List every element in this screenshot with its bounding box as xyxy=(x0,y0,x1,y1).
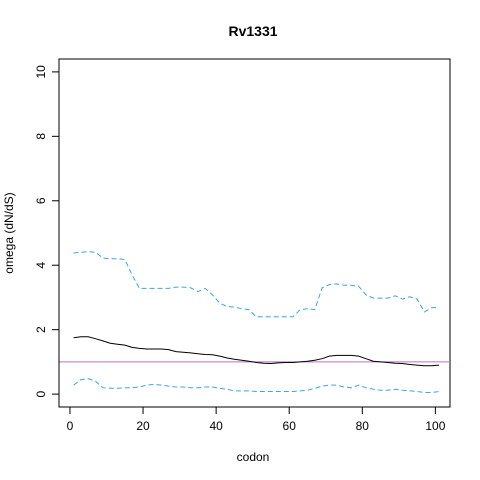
y-tick-label: 8 xyxy=(34,133,48,140)
series-line-0 xyxy=(73,336,440,367)
plot-frame xyxy=(58,58,451,408)
y-axis: 0 2 4 6 8 10 xyxy=(34,65,60,397)
y-tick-label: 2 xyxy=(34,326,48,333)
x-tick-label: 80 xyxy=(356,419,370,433)
x-tick-label: 0 xyxy=(67,419,74,433)
y-tick-label: 6 xyxy=(34,197,48,204)
plot-area xyxy=(59,251,450,393)
x-tick-label: 60 xyxy=(283,419,297,433)
y-tick-label: 4 xyxy=(34,262,48,269)
y-tick-label: 0 xyxy=(34,390,48,397)
y-tick-label: 10 xyxy=(34,65,48,79)
x-tick-label: 100 xyxy=(425,419,445,433)
series-line-dashed-2 xyxy=(73,378,440,393)
y-axis-label: omega (dN/dS) xyxy=(2,192,16,273)
chart-title: Rv1331 xyxy=(228,23,277,39)
x-axis: 0 20 40 60 80 100 xyxy=(67,406,446,433)
x-tick-label: 20 xyxy=(136,419,150,433)
x-axis-label: codon xyxy=(237,450,270,464)
series-line-dashed-1 xyxy=(73,251,440,318)
x-tick-label: 40 xyxy=(209,419,223,433)
